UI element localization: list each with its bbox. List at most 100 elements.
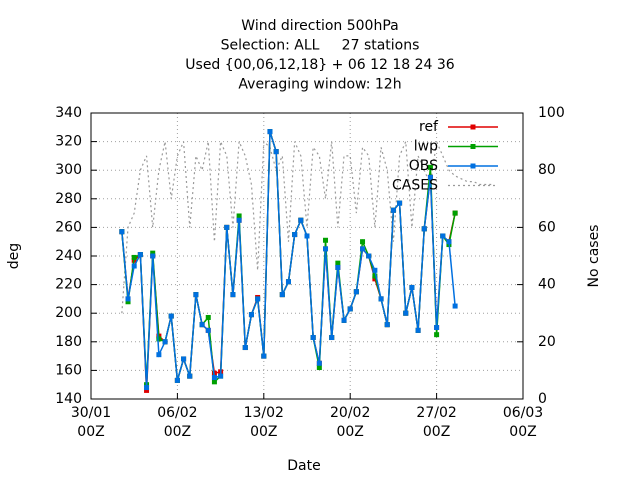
point [366, 253, 372, 259]
point [119, 229, 125, 235]
point [298, 217, 304, 223]
point [150, 250, 156, 256]
y2-tick-label: 0 [538, 391, 547, 407]
x-tick-label: 13/02 00Z [243, 405, 284, 440]
point [434, 332, 440, 338]
y-axis-label: deg [6, 243, 22, 269]
point [273, 149, 279, 155]
x-tick-label: 06/03 00Z [502, 405, 544, 440]
y2-tick-label: 60 [538, 219, 556, 235]
point [347, 306, 353, 312]
point [156, 352, 162, 358]
chart-title: Selection: ALL 27 stations [221, 38, 420, 54]
point [409, 284, 415, 290]
point [144, 387, 150, 393]
point [292, 232, 298, 238]
point [310, 335, 316, 341]
point [224, 224, 230, 230]
x-tick-label: 06/02 00Z [157, 405, 198, 440]
chart-title: Wind direction 500hPa [241, 18, 398, 34]
point [236, 213, 242, 219]
point [452, 210, 458, 216]
y-tick-label: 240 [55, 248, 82, 264]
point [193, 292, 199, 298]
point [360, 239, 366, 245]
point [255, 296, 261, 302]
x-tick-label: 30/01 00Z [70, 405, 112, 440]
legend-marker [470, 163, 476, 169]
point [230, 292, 236, 298]
point [174, 377, 180, 383]
point [144, 385, 150, 391]
point [150, 253, 156, 259]
point [261, 353, 267, 359]
point [440, 233, 446, 239]
point [248, 312, 254, 318]
point [131, 254, 137, 260]
point [156, 336, 162, 342]
point [285, 279, 291, 285]
point [316, 365, 322, 371]
point [372, 267, 378, 273]
y-tick-label: 320 [55, 134, 82, 150]
legend-label: ref [419, 119, 439, 135]
point [205, 327, 211, 333]
point [335, 264, 341, 270]
y2-tick-label: 80 [538, 162, 556, 178]
x-tick-label: 20/02 00Z [330, 405, 371, 440]
point [242, 345, 248, 351]
point [397, 200, 403, 206]
point [125, 299, 131, 305]
point [415, 327, 421, 333]
point [236, 217, 242, 223]
y-tick-label: 220 [55, 277, 82, 293]
point [378, 296, 384, 302]
point [137, 252, 143, 258]
point [390, 207, 396, 213]
point [323, 237, 329, 243]
chart-title: Used {00,06,12,18} + 06 12 18 24 36 [185, 57, 455, 73]
point [181, 356, 187, 362]
point [329, 335, 335, 341]
y-tick-label: 140 [55, 391, 82, 407]
y-tick-label: 160 [55, 362, 82, 378]
legend-label: lwp [414, 139, 438, 155]
point [446, 239, 452, 245]
y-tick-label: 280 [55, 191, 82, 207]
y-tick-label: 260 [55, 219, 82, 235]
y-tick-label: 180 [55, 334, 82, 350]
point [205, 314, 211, 320]
series-line [121, 131, 456, 385]
y-tick-label: 340 [55, 105, 82, 121]
point [421, 226, 427, 232]
point [125, 296, 131, 302]
point [341, 317, 347, 323]
point [187, 373, 193, 379]
y2-tick-label: 40 [538, 277, 556, 293]
point [131, 263, 137, 269]
legend-label: OBS [409, 158, 438, 174]
legend-marker [470, 144, 476, 149]
y2-tick-label: 20 [538, 334, 556, 350]
point [211, 379, 217, 385]
point [279, 292, 285, 298]
point [162, 339, 168, 345]
point [316, 360, 322, 366]
point [372, 273, 378, 279]
point [384, 322, 390, 328]
y2-axis-label: No cases [586, 225, 602, 288]
point [427, 174, 433, 180]
legend-marker [470, 124, 476, 130]
chart-title: Averaging window: 12h [238, 77, 401, 93]
point [199, 322, 205, 328]
x-tick-label: 27/02 00Z [416, 405, 457, 440]
point [211, 375, 217, 381]
y-tick-label: 200 [55, 305, 82, 321]
point [434, 325, 440, 330]
point [335, 260, 341, 266]
point [360, 246, 366, 252]
point [427, 164, 433, 170]
x-axis-label: Date [287, 458, 320, 474]
